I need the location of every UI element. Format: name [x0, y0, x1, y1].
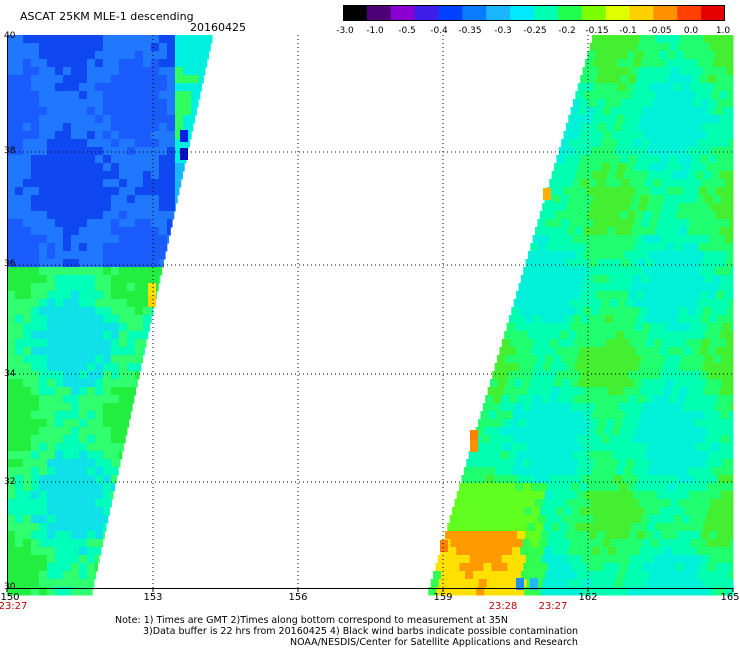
lon-label: 165	[720, 592, 740, 603]
colorbar-swatch	[581, 5, 607, 21]
colorbar-swatch	[462, 5, 487, 21]
lat-label: 36	[4, 259, 16, 269]
lat-label: 34	[4, 369, 16, 379]
colorbar-swatch	[701, 5, 725, 21]
colorbar-swatch	[510, 5, 535, 21]
colorbar	[343, 5, 725, 21]
colorbar-label: -1.0	[366, 26, 384, 36]
note-line-1: Note: 1) Times are GMT 2)Times along bot…	[115, 615, 508, 626]
colorbar-swatch	[486, 5, 511, 21]
note-line-2: 3)Data buffer is 22 hrs from 20160425 4)…	[143, 626, 579, 637]
swath-map	[6, 35, 734, 596]
colorbar-swatch	[343, 5, 368, 21]
colorbar-swatch	[366, 5, 392, 21]
product-date: 20160425	[190, 21, 246, 34]
colorbar-label: -0.05	[648, 26, 672, 36]
colorbar-swatch	[677, 5, 702, 21]
time-label: 23:28	[488, 601, 518, 612]
colorbar-swatch	[629, 5, 654, 21]
footnotes: Note: 1) Times are GMT 2)Times along bot…	[0, 615, 740, 648]
colorbar-label: -0.5	[398, 26, 416, 36]
colorbar-label: -0.2	[558, 26, 576, 36]
colorbar-label: 0.0	[683, 26, 699, 36]
lon-label: 153	[143, 592, 163, 603]
colorbar-swatch	[653, 5, 678, 21]
lat-label: 32	[4, 477, 16, 487]
colorbar-swatch	[534, 5, 559, 21]
product-title: ASCAT 25KM MLE-1 descending	[20, 10, 194, 23]
colorbar-label: -0.3	[494, 26, 512, 36]
lon-label: 162	[578, 592, 598, 603]
lat-label: 30	[4, 582, 16, 592]
colorbar-label: -0.35	[458, 26, 482, 36]
colorbar-label: 1.0	[715, 26, 731, 36]
colorbar-label: -0.25	[523, 26, 547, 36]
time-label: 23:27	[538, 601, 568, 612]
lat-label: 38	[4, 146, 16, 156]
colorbar-swatch	[414, 5, 439, 21]
lon-label: 150	[0, 592, 20, 603]
note-line-3: NOAA/NESDIS/Center for Satellite Applica…	[290, 637, 578, 648]
colorbar-label: -0.15	[585, 26, 609, 36]
colorbar-labels: -3.0 -1.0 -0.5 -0.4 -0.35 -0.3 -0.25 -0.2 -0.15-…	[336, 0, 730, 40]
colorbar-label: -0.1	[619, 26, 637, 36]
lon-label: 156	[288, 592, 308, 603]
time-label: 23:27	[0, 601, 28, 612]
colorbar-swatch	[557, 5, 583, 21]
colorbar-swatch	[438, 5, 463, 21]
colorbar-label: -3.0	[336, 26, 354, 36]
colorbar-swatch	[390, 5, 416, 21]
lat-label: 40	[4, 31, 16, 41]
colorbar-swatch	[605, 5, 630, 21]
colorbar-label: -0.4	[430, 26, 448, 36]
lon-label: 159	[433, 592, 453, 603]
